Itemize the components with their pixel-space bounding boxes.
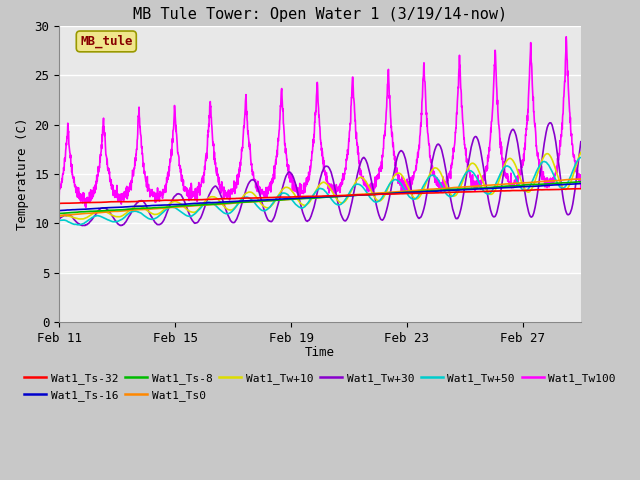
Wat1_Tw+30	[467, 149, 474, 155]
Line: Wat1_Ts-8: Wat1_Ts-8	[59, 182, 581, 214]
Wat1_Ts-8	[55, 211, 63, 216]
Wat1_Tw+30	[562, 208, 570, 214]
Line: Wat1_Ts0: Wat1_Ts0	[59, 179, 581, 216]
Wat1_Tw+50	[309, 192, 317, 198]
Wat1_Tw100	[296, 193, 303, 199]
Wat1_Tw+50	[75, 222, 83, 228]
Wat1_Ts0	[577, 176, 585, 182]
Line: Wat1_Tw+10: Wat1_Tw+10	[59, 153, 581, 219]
Wat1_Tw100	[82, 196, 90, 202]
Wat1_Tw+30	[79, 223, 86, 228]
Bar	[59, 124, 581, 273]
Legend: Wat1_Ts-32, Wat1_Ts-16, Wat1_Ts-8, Wat1_Ts0, Wat1_Tw+10, Wat1_Tw+30, Wat1_Tw+50,: Wat1_Ts-32, Wat1_Ts-16, Wat1_Ts-8, Wat1_…	[20, 369, 620, 405]
Wat1_Tw+50	[296, 204, 303, 210]
Text: MB_tule: MB_tule	[80, 35, 132, 48]
Wat1_Ts-32	[466, 189, 474, 195]
Wat1_Ts-32	[562, 186, 570, 192]
Wat1_Ts-8	[82, 209, 90, 215]
Line: Wat1_Tw100: Wat1_Tw100	[59, 37, 581, 207]
Wat1_Tw+50	[562, 183, 570, 189]
Wat1_Ts-16	[577, 181, 585, 187]
Wat1_Tw+30	[296, 196, 303, 202]
Wat1_Ts-16	[309, 194, 317, 200]
Wat1_Tw+30	[563, 209, 570, 215]
Wat1_Tw100	[82, 204, 90, 210]
Wat1_Tw100	[563, 34, 570, 40]
Wat1_Ts-16	[562, 181, 570, 187]
Wat1_Ts-8	[295, 196, 303, 202]
Wat1_Tw+50	[82, 219, 90, 225]
Wat1_Ts0	[562, 177, 570, 182]
Wat1_Tw+10	[55, 214, 63, 219]
Wat1_Ts-32	[82, 200, 90, 205]
Wat1_Ts-16	[295, 195, 303, 201]
Wat1_Ts-32	[309, 193, 317, 199]
Wat1_Ts-16	[55, 208, 63, 214]
Wat1_Ts-32	[295, 194, 303, 200]
Wat1_Tw+50	[577, 155, 585, 160]
Wat1_Ts-16	[82, 206, 90, 212]
Wat1_Tw100	[309, 143, 317, 149]
Wat1_Ts0	[466, 184, 474, 190]
Wat1_Tw+10	[309, 193, 317, 199]
Wat1_Tw100	[562, 52, 570, 58]
Line: Wat1_Ts-16: Wat1_Ts-16	[59, 184, 581, 211]
Wat1_Ts-32	[561, 186, 569, 192]
Wat1_Tw+30	[577, 139, 585, 144]
Line: Wat1_Tw+50: Wat1_Tw+50	[59, 157, 581, 225]
Wat1_Ts-32	[55, 201, 63, 206]
Wat1_Tw+30	[55, 216, 63, 222]
Wat1_Ts-8	[309, 195, 317, 201]
Wat1_Ts0	[309, 195, 317, 201]
Wat1_Tw+50	[562, 183, 570, 189]
Wat1_Tw+10	[296, 199, 303, 204]
Wat1_Tw+30	[82, 222, 90, 228]
Wat1_Ts-8	[466, 186, 474, 192]
Wat1_Ts-8	[577, 179, 584, 185]
Wat1_Tw+10	[82, 215, 90, 221]
Wat1_Tw100	[55, 193, 63, 199]
Wat1_Ts0	[561, 177, 569, 182]
Wat1_Tw+50	[467, 168, 474, 174]
Wat1_Ts-8	[562, 180, 570, 186]
Wat1_Ts-16	[561, 181, 569, 187]
Wat1_Tw100	[467, 169, 474, 175]
Wat1_Ts0	[295, 196, 303, 202]
Wat1_Ts0	[55, 213, 63, 218]
X-axis label: Time: Time	[305, 346, 335, 359]
Wat1_Tw+10	[76, 216, 84, 222]
Wat1_Tw+50	[55, 218, 63, 224]
Wat1_Tw+10	[577, 150, 585, 156]
Wat1_Tw100	[562, 47, 570, 52]
Wat1_Ts0	[82, 211, 90, 216]
Wat1_Ts-8	[561, 180, 569, 186]
Wat1_Tw+10	[467, 162, 474, 168]
Wat1_Ts-16	[466, 187, 474, 192]
Line: Wat1_Ts-32: Wat1_Ts-32	[59, 189, 581, 204]
Wat1_Ts-32	[575, 186, 583, 192]
Wat1_Tw+10	[562, 187, 570, 192]
Wat1_Tw100	[577, 185, 585, 191]
Line: Wat1_Tw+30: Wat1_Tw+30	[59, 123, 581, 226]
Y-axis label: Temperature (C): Temperature (C)	[16, 118, 29, 230]
Wat1_Ts-8	[577, 179, 585, 185]
Wat1_Tw+30	[309, 207, 317, 213]
Title: MB Tule Tower: Open Water 1 (3/19/14-now): MB Tule Tower: Open Water 1 (3/19/14-now…	[133, 7, 507, 22]
Wat1_Tw+10	[562, 187, 570, 192]
Wat1_Tw+30	[546, 120, 554, 126]
Wat1_Ts-32	[577, 186, 585, 192]
